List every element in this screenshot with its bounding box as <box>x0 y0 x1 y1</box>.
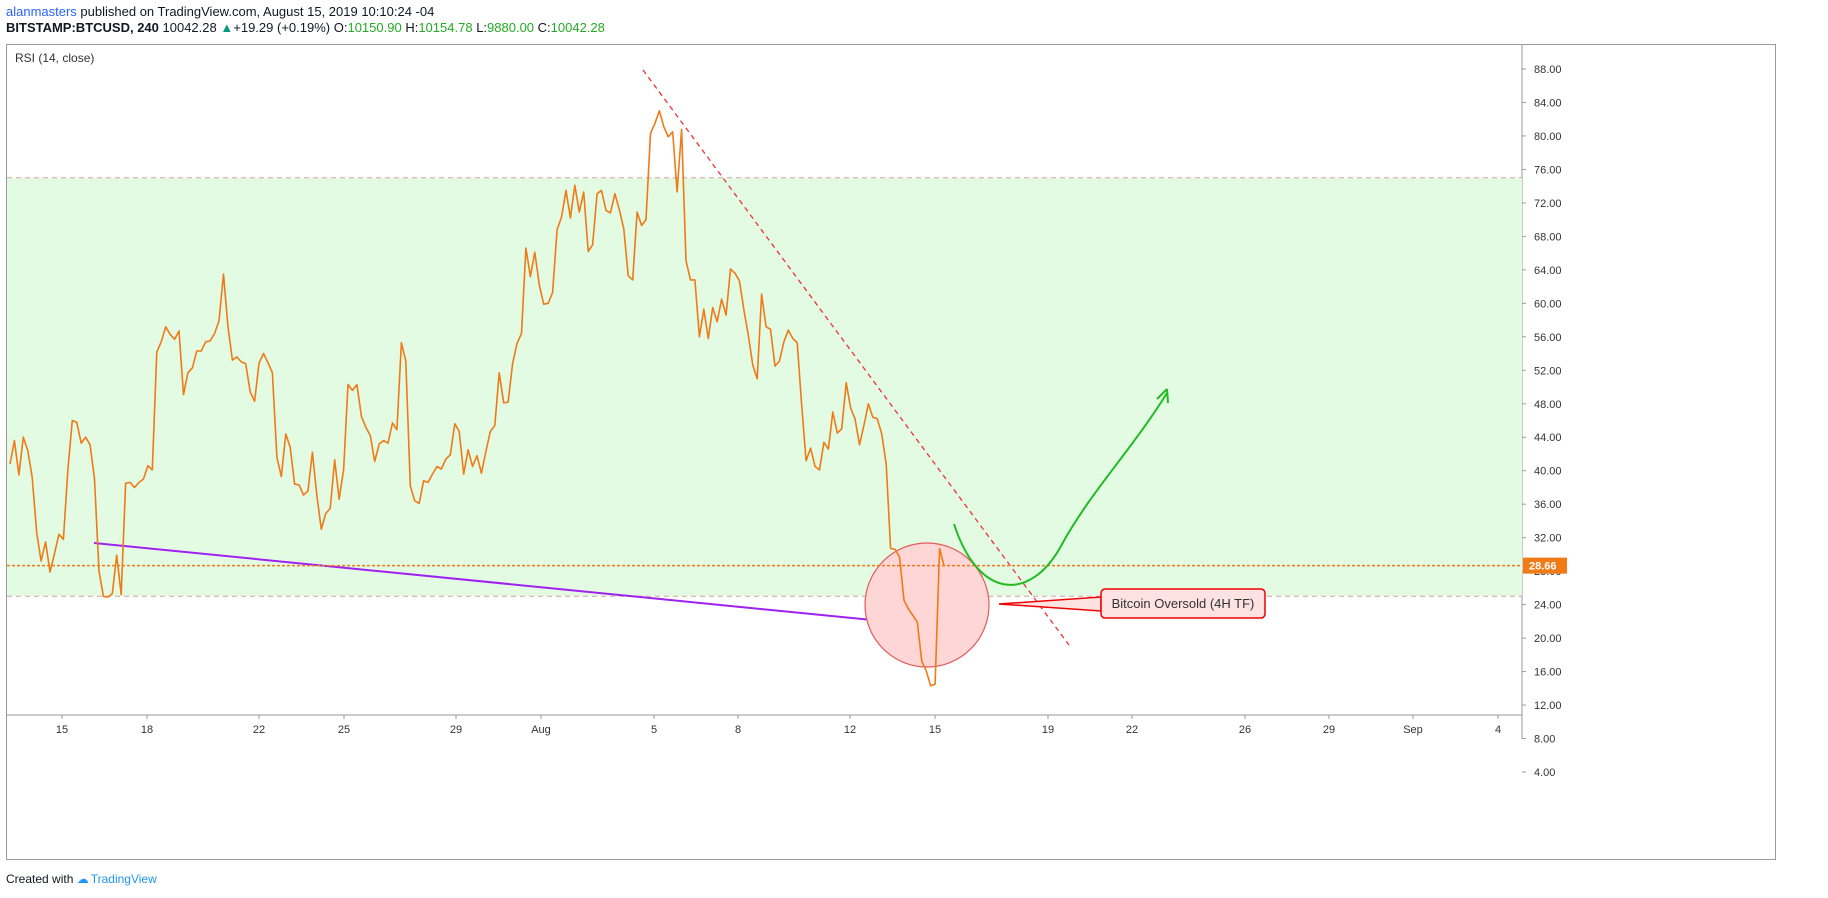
x-tick-label: 4 <box>1495 724 1501 736</box>
y-tick-label: 8.00 <box>1534 734 1555 746</box>
y-tick-label: 36.00 <box>1534 499 1562 511</box>
x-tick-label: Aug <box>531 724 551 736</box>
open-label: O: <box>333 20 348 35</box>
rsi-band-fill <box>7 177 1522 597</box>
callout-box <box>1100 588 1266 619</box>
projection-arrowhead <box>1156 388 1169 404</box>
close-value: 10042.28 <box>550 20 605 35</box>
y-tick-label: 40.00 <box>1534 466 1562 478</box>
x-tick-label: 22 <box>1126 724 1138 736</box>
x-tick-label: 19 <box>1042 724 1054 736</box>
tradingview-logo-icon: ☁ <box>76 872 89 886</box>
last-value-badge <box>1523 557 1567 574</box>
author-link[interactable]: alanmasters <box>6 4 77 19</box>
x-tick-label: 8 <box>735 724 741 736</box>
published-text: published on TradingView.com, August 15,… <box>76 4 435 19</box>
y-tick-label: 48.00 <box>1534 399 1562 411</box>
x-tick-label: 22 <box>253 724 265 736</box>
footer: Created with ☁ TradingView <box>6 872 157 886</box>
y-tick-label: 52.00 <box>1534 365 1562 377</box>
y-tick-label: 56.00 <box>1534 332 1562 344</box>
y-tick-label: 20.00 <box>1534 633 1562 645</box>
indicator-label[interactable]: RSI (14, close) <box>15 51 95 65</box>
rsi-series-line <box>9 110 945 687</box>
ohlc-bar: BITSTAMP:BTCUSD, 240 10042.28 ▲+19.29 (+… <box>6 20 605 36</box>
tradingview-brand-link[interactable]: TradingView <box>90 872 157 886</box>
symbol-label: BITSTAMP:BTCUSD, 240 <box>6 20 159 35</box>
y-tick-label: 4.00 <box>1534 767 1555 779</box>
open-value: 10150.90 <box>347 20 402 35</box>
chart-header: alanmasters published on TradingView.com… <box>6 4 605 36</box>
callout-pointer <box>998 596 1102 612</box>
y-tick-label: 44.00 <box>1534 432 1562 444</box>
y-tick-label: 88.00 <box>1534 64 1562 76</box>
y-tick-label: 16.00 <box>1534 667 1562 679</box>
x-tick-label: Sep <box>1403 724 1423 736</box>
y-tick-label: 24.00 <box>1534 600 1562 612</box>
low-label: L: <box>476 20 488 35</box>
created-with-text: Created with <box>6 872 74 886</box>
oversold-highlight-circle <box>864 542 990 668</box>
x-tick-label: 25 <box>338 724 350 736</box>
y-tick-label: 80.00 <box>1534 131 1562 143</box>
x-tick-label: 29 <box>1323 724 1335 736</box>
chart-pane[interactable]: 4.008.0012.0016.0020.0024.0028.0032.0036… <box>6 44 1776 860</box>
high-label: H: <box>405 20 419 35</box>
publish-info: alanmasters published on TradingView.com… <box>6 4 605 20</box>
close-label: C: <box>537 20 551 35</box>
price-change: +19.29 (+0.19%) <box>233 20 331 35</box>
x-tick-label: 26 <box>1239 724 1251 736</box>
y-tick-label: 32.00 <box>1534 533 1562 545</box>
y-tick-label: 12.00 <box>1534 700 1562 712</box>
y-tick-label: 68.00 <box>1534 231 1562 243</box>
x-tick-label: 18 <box>141 724 153 736</box>
support-trendline <box>93 542 954 629</box>
low-value: 9880.00 <box>487 20 535 35</box>
projection-curve <box>953 392 1168 586</box>
y-tick-label: 72.00 <box>1534 198 1562 210</box>
last-value-label: 28.66 <box>1529 561 1557 573</box>
x-tick-label: 15 <box>56 724 68 736</box>
rsi-chart[interactable]: 4.008.0012.0016.0020.0024.0028.0032.0036… <box>7 45 1775 859</box>
y-tick-label: 76.00 <box>1534 164 1562 176</box>
x-tick-label: 12 <box>844 724 856 736</box>
y-tick-label: 84.00 <box>1534 97 1562 109</box>
resistance-trendline <box>642 69 1070 646</box>
y-tick-label: 64.00 <box>1534 265 1562 277</box>
x-tick-label: 15 <box>929 724 941 736</box>
callout-text: Bitcoin Oversold (4H TF) <box>1112 596 1255 611</box>
x-tick-label: 29 <box>450 724 462 736</box>
x-tick-label: 5 <box>651 724 657 736</box>
high-value: 10154.78 <box>418 20 473 35</box>
last-price: 10042.28 <box>162 20 217 35</box>
change-up-icon: ▲ <box>220 20 234 35</box>
y-tick-label: 60.00 <box>1534 298 1562 310</box>
